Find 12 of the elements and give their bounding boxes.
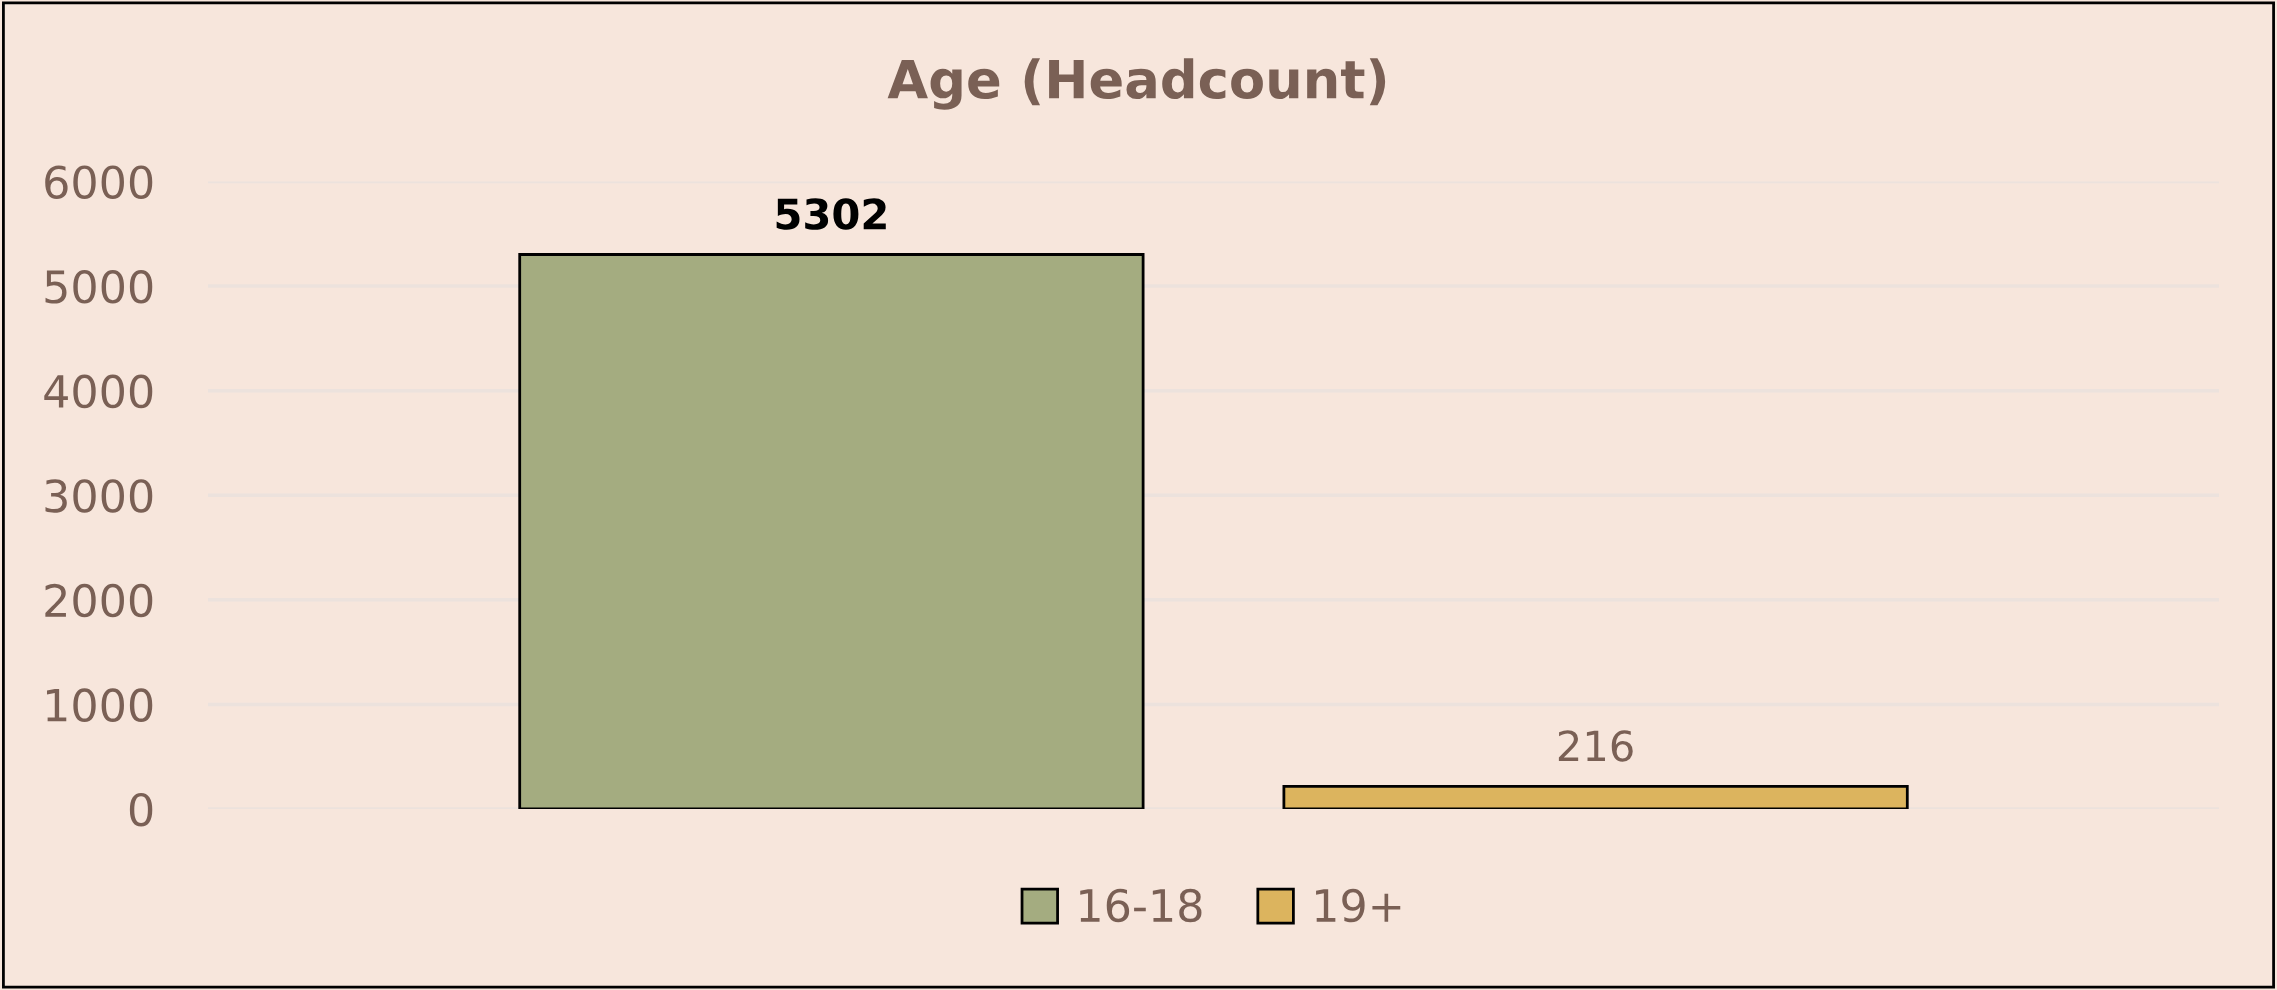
y-tick-label: 1000 bbox=[46, 688, 153, 722]
chart-title: Age (Headcount) bbox=[887, 58, 1386, 110]
legend-label: 16-18 bbox=[1080, 888, 1202, 923]
legend-label: 19+ bbox=[1316, 888, 1401, 923]
y-tick-label: 2000 bbox=[45, 583, 153, 618]
y-tick-label: 0 bbox=[129, 792, 153, 827]
y-tick-label: 3000 bbox=[45, 479, 153, 513]
data-label: 216 bbox=[1558, 730, 1633, 762]
y-tick-label: 4000 bbox=[44, 374, 153, 409]
data-label: 5302 bbox=[776, 198, 886, 230]
y-tick-label: 6000 bbox=[45, 165, 153, 200]
y-tick-label: 5000 bbox=[45, 269, 153, 304]
